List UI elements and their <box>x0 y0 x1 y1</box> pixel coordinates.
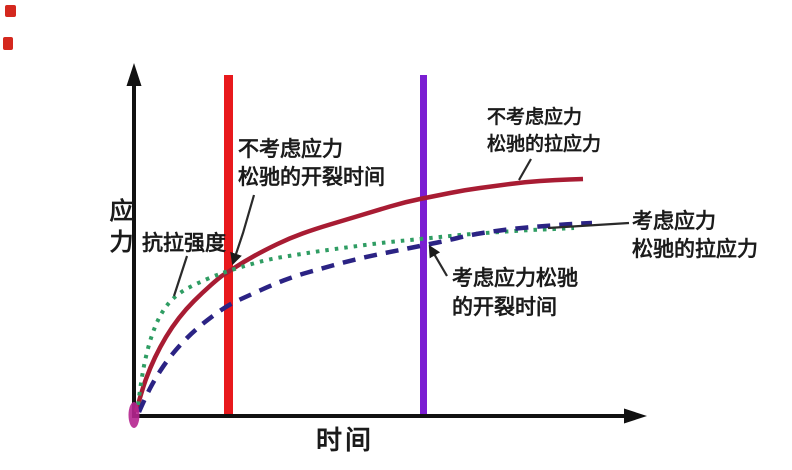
annotation-no-relax-crack-time: 不考虑应力 松驰的开裂时间 <box>238 135 385 191</box>
x-axis-arrowhead-icon <box>624 408 647 424</box>
annotation-line: 不考虑应力 <box>487 106 583 128</box>
axes <box>126 63 647 424</box>
y-axis-arrowhead-icon <box>126 63 142 86</box>
pointer-relax-crack-time <box>428 244 448 277</box>
annotation-line: 松驰的拉应力 <box>487 133 602 155</box>
x-axis-label: 时间 <box>316 426 375 456</box>
pointer-no-relax-crack-time <box>230 194 256 266</box>
annotation-line: 不考虑应力 <box>238 137 343 161</box>
tensile-strength-curve <box>136 226 575 406</box>
red-watermark-mark <box>3 37 13 50</box>
annotation-line: 松驰的拉应力 <box>632 237 758 261</box>
relaxation-tensile-stress-curve <box>136 220 593 413</box>
pointer-tensile-strength <box>172 255 189 297</box>
no-relaxation-tensile-stress-curve <box>133 176 584 413</box>
annotation-no-relax-tensile: 不考虑应力 松驰的拉应力 <box>487 104 601 158</box>
annotation-line: 考虑应力松驰 <box>452 266 578 290</box>
annotation-relax-tensile: 考虑应力 松驰的拉应力 <box>632 207 758 263</box>
red-watermark-mark <box>5 5 16 17</box>
annotation-relax-crack-time: 考虑应力松驰 的开裂时间 <box>452 264 578 322</box>
origin-mark <box>128 402 140 428</box>
pointer-no-relax-tensile <box>518 158 532 181</box>
pointer-relax-tensile <box>547 221 630 230</box>
y-axis-label: 应力 <box>105 198 133 260</box>
annotation-line: 考虑应力 <box>632 209 716 233</box>
chart-content <box>128 75 630 428</box>
annotation-tensile-strength: 抗拉强度 <box>142 231 226 255</box>
annotation-line: 的开裂时间 <box>452 295 557 319</box>
annotation-line: 松驰的开裂时间 <box>238 165 385 189</box>
